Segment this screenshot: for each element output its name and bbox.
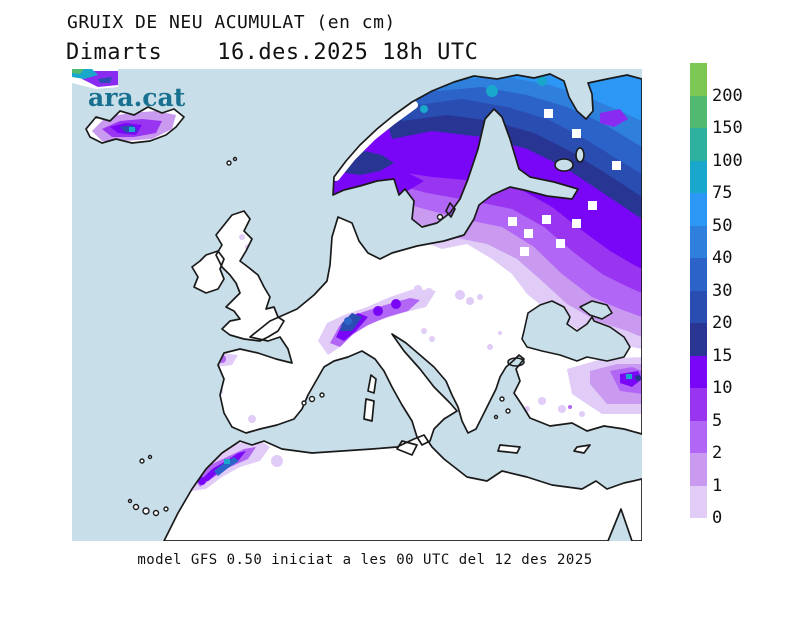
weather-map <box>72 69 642 541</box>
legend-tick-label: 15 <box>712 345 733 366</box>
legend-tick-label: 1 <box>712 475 723 496</box>
legend-tick-label: 50 <box>712 215 733 236</box>
legend-color-segment <box>690 128 707 161</box>
map-title: GRUIX DE NEU ACUMULAT (en cm) <box>67 12 396 33</box>
legend-tick-label: 150 <box>712 118 743 138</box>
lake-onega <box>575 147 585 163</box>
inner-seas <box>507 147 631 367</box>
legend-color-segment <box>690 388 707 421</box>
legend-color-segment <box>690 193 707 226</box>
legend-tick-label: 20 <box>712 313 733 333</box>
legend-color-segment <box>690 323 707 356</box>
legend-tick-label: 0 <box>712 508 723 528</box>
black-sea <box>521 300 631 362</box>
valid-time-subtitle: Dimarts 16.des.2025 18h UTC <box>66 40 479 65</box>
ara-cat-logo: ara.cat <box>88 83 186 112</box>
legend-tick-label: 100 <box>712 150 743 171</box>
model-run-caption: model GFS 0.50 iniciat a les 00 UTC del … <box>137 552 593 568</box>
legend-color-segment <box>690 290 707 323</box>
legend-color-segment <box>690 63 707 96</box>
legend-color-segment <box>690 420 707 453</box>
legend-color-segment <box>690 258 707 291</box>
legend-tick-label: 2 <box>712 443 723 463</box>
snow-depth-legend: 200 150 100 75 50 40 30 20 15 10 5 2 1 0 <box>690 63 743 528</box>
legend-tick-label: 10 <box>712 378 733 398</box>
legend-color-segment <box>690 355 707 388</box>
small-islands <box>127 156 511 517</box>
europe-snow-map <box>72 69 642 541</box>
legend-tick-label: 75 <box>712 183 733 203</box>
legend-color-segment <box>690 485 707 518</box>
legend-color-segment <box>690 160 707 193</box>
legend-tick-label: 200 <box>712 85 743 106</box>
legend-color-segment <box>690 95 707 128</box>
legend-color-segment <box>690 453 707 486</box>
legend-tick-label: 40 <box>712 248 733 268</box>
legend-color-segment <box>690 225 707 258</box>
lake-ladoga <box>554 158 574 172</box>
sea-of-azov <box>579 300 613 320</box>
legend-tick-label: 5 <box>712 410 723 431</box>
legend-tick-label: 30 <box>712 280 733 301</box>
greenland-corner-snow <box>72 69 118 89</box>
